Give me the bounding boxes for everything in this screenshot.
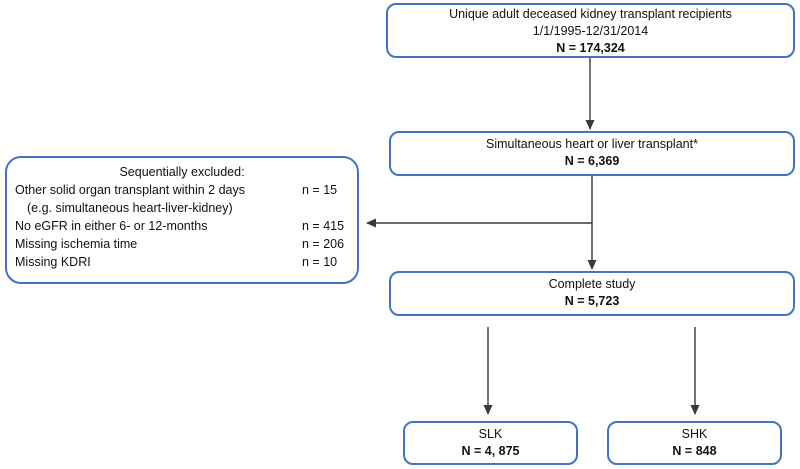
- excluded-row-label: Missing ischemia time: [15, 237, 138, 251]
- excluded-row-value: n = 206: [302, 237, 345, 251]
- box-slk-count: N = 4, 875: [461, 444, 520, 458]
- excluded-title: Sequentially excluded:: [119, 165, 245, 179]
- box-shk-count: N = 848: [672, 444, 717, 458]
- box-simultaneous-transplant: Simultaneous heart or liver transplant* …: [389, 131, 795, 176]
- box-recipients-line1: Unique adult deceased kidney transplant …: [449, 7, 732, 21]
- excluded-row-label: Other solid organ transplant within 2 da…: [15, 183, 245, 197]
- box-simultaneous-line1: Simultaneous heart or liver transplant*: [486, 137, 698, 151]
- excluded-row-label: No eGFR in either 6- or 12-months: [15, 219, 208, 233]
- excluded-row-label: (e.g. simultaneous heart-liver-kidney): [27, 201, 233, 215]
- excluded-row: Missing KDRI n = 10: [15, 253, 349, 271]
- box-complete-count: N = 5,723: [564, 294, 620, 308]
- box-complete-line1: Complete study: [548, 277, 636, 291]
- box-simultaneous-count: N = 6,369: [564, 154, 620, 168]
- excluded-row-label: Missing KDRI: [15, 255, 91, 269]
- excluded-row: Other solid organ transplant within 2 da…: [15, 181, 349, 199]
- box-slk-line1: SLK: [478, 427, 503, 441]
- box-shk: SHK N = 848: [607, 421, 782, 465]
- excluded-row: Missing ischemia time n = 206: [15, 235, 349, 253]
- box-recipients: Unique adult deceased kidney transplant …: [386, 3, 795, 58]
- box-slk: SLK N = 4, 875: [403, 421, 578, 465]
- box-sequentially-excluded: Sequentially excluded: Other solid organ…: [5, 156, 359, 284]
- excluded-row: (e.g. simultaneous heart-liver-kidney): [15, 199, 349, 217]
- box-complete-study: Complete study N = 5,723: [389, 271, 795, 316]
- excluded-row-value: n = 10: [302, 255, 338, 269]
- box-shk-line1: SHK: [681, 427, 708, 441]
- excluded-row-value: n = 415: [302, 219, 345, 233]
- box-recipients-count: N = 174,324: [556, 41, 625, 55]
- box-recipients-line2: 1/1/1995-12/31/2014: [532, 24, 649, 38]
- excluded-row-value: n = 15: [302, 183, 338, 197]
- excluded-row: No eGFR in either 6- or 12-months n = 41…: [15, 217, 349, 235]
